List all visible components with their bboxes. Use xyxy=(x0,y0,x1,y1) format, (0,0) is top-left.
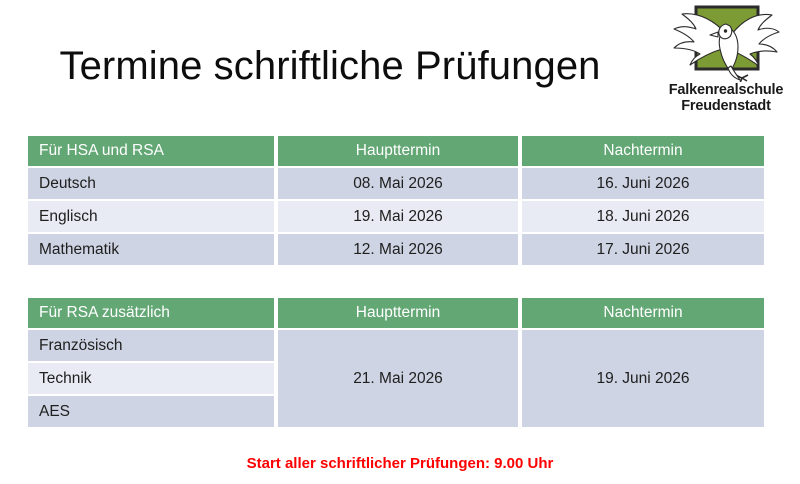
start-time-note: Start aller schriftlicher Prüfungen: 9.0… xyxy=(246,455,554,472)
table2-nachtermin-merged: 19. Juni 2026 xyxy=(522,330,764,427)
row-separator xyxy=(28,232,764,234)
falcon-logo-icon xyxy=(660,4,792,82)
table2-row1-subject: Technik xyxy=(28,363,274,394)
column-gap xyxy=(274,136,278,166)
table2-row2-subject: AES xyxy=(28,396,274,427)
exam-table-rsa-extra: Für RSA zusätzlich Haupttermin Nachtermi… xyxy=(28,298,764,427)
table1-row1-nachtermin: 18. Juni 2026 xyxy=(522,201,764,232)
column-gap xyxy=(274,298,278,328)
row-separator xyxy=(28,199,764,201)
logo-wordmark: Falkenrealschule Freudenstadt xyxy=(660,82,792,114)
column-gap xyxy=(518,201,522,232)
table-row: Technik xyxy=(28,363,764,394)
page-title: Termine schriftliche Prüfungen xyxy=(59,44,601,88)
table-row: Englisch 19. Mai 2026 18. Juni 2026 xyxy=(28,201,764,232)
table-header-row: Für HSA und RSA Haupttermin Nachtermin xyxy=(28,136,764,166)
column-gap xyxy=(518,330,522,361)
column-gap xyxy=(518,298,522,328)
logo-line-1: Falkenrealschule xyxy=(668,82,784,98)
column-gap xyxy=(274,201,278,232)
table-row: Deutsch 08. Mai 2026 16. Juni 2026 xyxy=(28,168,764,199)
table2-header-subject: Für RSA zusätzlich xyxy=(28,298,274,328)
column-gap xyxy=(274,168,278,199)
row-separator xyxy=(28,166,764,168)
row-separator xyxy=(28,328,764,330)
column-gap xyxy=(274,330,278,361)
column-gap xyxy=(518,168,522,199)
column-gap xyxy=(518,234,522,265)
table2-header-nachtermin: Nachtermin xyxy=(522,298,764,328)
school-logo: Falkenrealschule Freudenstadt xyxy=(660,4,792,114)
table-row: Mathematik 12. Mai 2026 17. Juni 2026 xyxy=(28,234,764,265)
table1-header-haupttermin: Haupttermin xyxy=(278,136,518,166)
table1-row1-haupttermin: 19. Mai 2026 xyxy=(278,201,518,232)
table1-row1-subject: Englisch xyxy=(28,201,274,232)
table1-row0-haupttermin: 08. Mai 2026 xyxy=(278,168,518,199)
column-gap xyxy=(518,136,522,166)
row-separator xyxy=(28,394,764,396)
table2-header-haupttermin: Haupttermin xyxy=(278,298,518,328)
table1-row2-subject: Mathematik xyxy=(28,234,274,265)
column-gap xyxy=(274,363,278,394)
table1-header-nachtermin: Nachtermin xyxy=(522,136,764,166)
exam-table-hsa-rsa: Für HSA und RSA Haupttermin Nachtermin D… xyxy=(28,136,764,265)
table1-row0-subject: Deutsch xyxy=(28,168,274,199)
table1-row2-nachtermin: 17. Juni 2026 xyxy=(522,234,764,265)
table2-row0-subject: Französisch xyxy=(28,330,274,361)
table-header-row: Für RSA zusätzlich Haupttermin Nachtermi… xyxy=(28,298,764,328)
logo-line-2: Freudenstadt xyxy=(681,97,771,114)
row-separator xyxy=(28,361,764,363)
table-row: Französisch 21. Mai 2026 19. Juni 2026 xyxy=(28,330,764,427)
table1-row2-haupttermin: 12. Mai 2026 xyxy=(278,234,518,265)
table1-row0-nachtermin: 16. Juni 2026 xyxy=(522,168,764,199)
table1-header-subject: Für HSA und RSA xyxy=(28,136,274,166)
table2-haupttermin-merged: 21. Mai 2026 xyxy=(278,330,518,427)
column-gap xyxy=(274,234,278,265)
table-row: AES xyxy=(28,396,764,427)
column-gap xyxy=(274,396,278,427)
